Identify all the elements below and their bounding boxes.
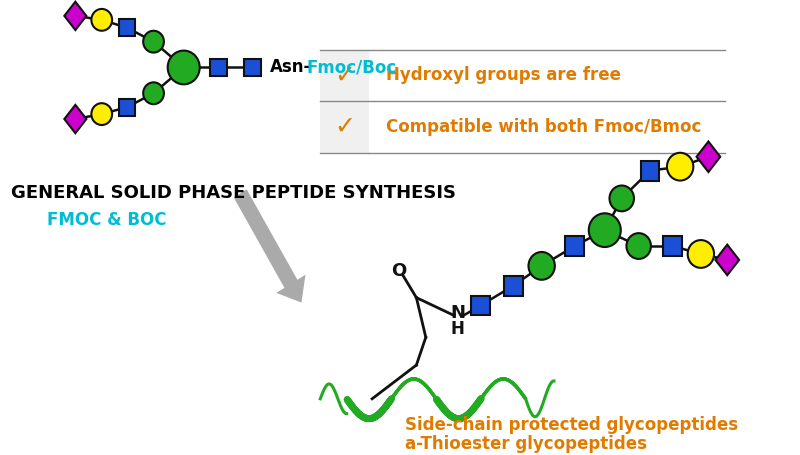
Bar (566, 236, 584, 256)
Text: ✓: ✓ (334, 63, 355, 87)
Text: N: N (450, 304, 466, 323)
Text: H: H (451, 320, 465, 339)
Text: Hydroxyl groups are free: Hydroxyl groups are free (386, 66, 622, 84)
Circle shape (91, 103, 112, 125)
Bar (320, 50, 370, 101)
Text: Fmoc/Boc: Fmoc/Boc (306, 58, 397, 76)
Bar (663, 236, 682, 256)
Bar (119, 99, 135, 116)
Polygon shape (697, 142, 720, 172)
Bar (504, 276, 523, 296)
Circle shape (688, 240, 714, 268)
Circle shape (529, 252, 555, 280)
Bar (119, 20, 135, 36)
Polygon shape (64, 105, 86, 133)
Text: Side-chain protected glycopeptides: Side-chain protected glycopeptides (405, 415, 738, 434)
Circle shape (667, 153, 694, 181)
Text: a-Thioester glycopeptides: a-Thioester glycopeptides (405, 435, 647, 454)
Text: Asn-: Asn- (270, 58, 312, 76)
Text: GENERAL SOLID PHASE PEPTIDE SYNTHESIS: GENERAL SOLID PHASE PEPTIDE SYNTHESIS (11, 184, 456, 202)
Circle shape (626, 233, 651, 259)
Text: FMOC & BOC: FMOC & BOC (47, 211, 166, 229)
Bar (244, 59, 261, 76)
Polygon shape (64, 2, 86, 30)
Circle shape (143, 82, 164, 104)
Circle shape (610, 186, 634, 211)
Circle shape (143, 31, 164, 53)
Bar (641, 161, 659, 181)
Bar (210, 59, 227, 76)
Bar (471, 296, 490, 315)
Text: O: O (391, 262, 406, 280)
Text: Compatible with both Fmoc/Bmoc: Compatible with both Fmoc/Bmoc (386, 118, 702, 136)
Text: ✓: ✓ (334, 115, 355, 139)
Polygon shape (715, 245, 739, 275)
Circle shape (168, 51, 200, 84)
Circle shape (91, 9, 112, 31)
Circle shape (589, 213, 621, 247)
FancyArrow shape (234, 189, 306, 303)
Bar (320, 101, 370, 153)
